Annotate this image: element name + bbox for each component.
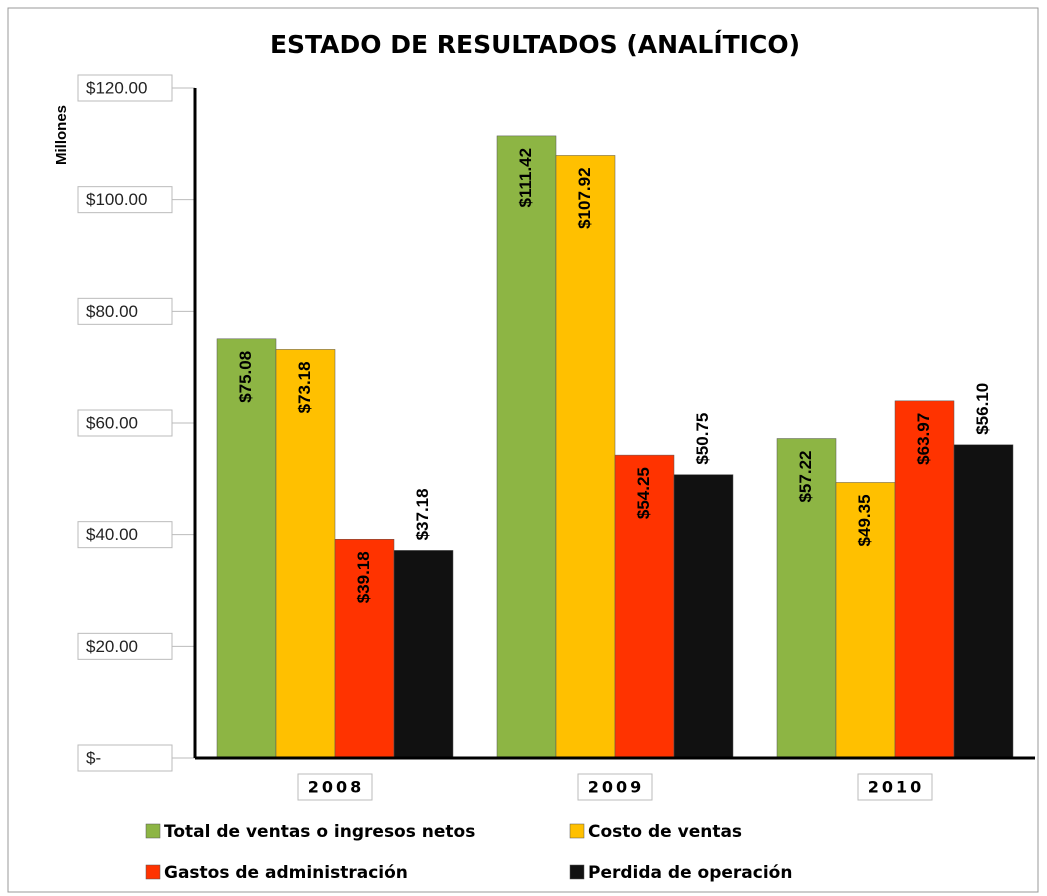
legend-label: Costo de ventas bbox=[588, 822, 742, 842]
bar bbox=[673, 474, 734, 759]
data-label: $63.97 bbox=[914, 413, 933, 465]
x-tick-label: 2009 bbox=[588, 778, 645, 797]
bar bbox=[275, 349, 336, 759]
legend-swatch bbox=[145, 864, 161, 880]
y-tick-box bbox=[77, 521, 173, 549]
legend-swatch bbox=[145, 823, 161, 839]
bar bbox=[334, 538, 395, 759]
y-tick-label: $80.00 bbox=[86, 302, 138, 321]
legend-label: Perdida de operación bbox=[588, 863, 792, 883]
bar bbox=[496, 135, 557, 759]
y-tick-box bbox=[77, 744, 173, 772]
x-tick-box bbox=[297, 773, 373, 801]
x-tick-box bbox=[577, 773, 653, 801]
data-label: $57.22 bbox=[796, 451, 815, 503]
bar bbox=[555, 155, 616, 759]
bar bbox=[894, 400, 955, 759]
y-tick-box bbox=[77, 409, 173, 437]
bar bbox=[953, 444, 1014, 759]
data-label: $75.08 bbox=[236, 351, 255, 403]
y-axis-label: Millones bbox=[53, 105, 70, 165]
x-tick-label: 2010 bbox=[868, 778, 925, 797]
y-tick-label: $- bbox=[86, 748, 101, 767]
bar bbox=[393, 550, 454, 759]
data-label: $107.92 bbox=[575, 167, 594, 228]
y-tick-box bbox=[77, 297, 173, 325]
y-tick-label: $60.00 bbox=[86, 413, 138, 432]
y-tick-box bbox=[77, 74, 173, 102]
data-label: $56.10 bbox=[973, 383, 992, 435]
y-tick-label: $100.00 bbox=[86, 190, 147, 209]
data-label: $49.35 bbox=[855, 494, 874, 546]
y-tick-box bbox=[77, 632, 173, 660]
chart-title: ESTADO DE RESULTADOS (ANALÍTICO) bbox=[270, 30, 800, 59]
y-tick-label: $120.00 bbox=[86, 78, 147, 97]
legend-swatch bbox=[569, 823, 585, 839]
legend-swatch bbox=[569, 864, 585, 880]
x-tick-box bbox=[857, 773, 933, 801]
data-label: $37.18 bbox=[413, 488, 432, 540]
data-label: $50.75 bbox=[693, 413, 712, 465]
data-label: $111.42 bbox=[516, 148, 535, 208]
legend-label: Gastos de administración bbox=[164, 863, 408, 883]
y-tick-label: $20.00 bbox=[86, 637, 138, 656]
data-label: $54.25 bbox=[634, 467, 653, 519]
bar bbox=[216, 338, 277, 759]
y-tick-box bbox=[77, 186, 173, 214]
y-tick-label: $40.00 bbox=[86, 525, 138, 544]
bar bbox=[835, 482, 896, 759]
data-label: $39.18 bbox=[354, 551, 373, 603]
data-label: $73.18 bbox=[295, 361, 314, 413]
bar bbox=[614, 454, 675, 759]
legend-label: Total de ventas o ingresos netos bbox=[164, 822, 475, 842]
bar bbox=[776, 438, 837, 759]
x-tick-label: 2008 bbox=[308, 778, 365, 797]
